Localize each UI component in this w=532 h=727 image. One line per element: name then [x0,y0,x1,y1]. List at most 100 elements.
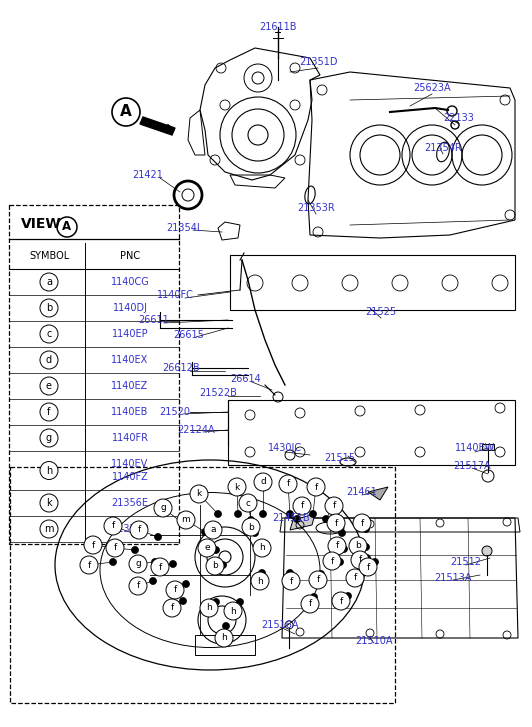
Circle shape [106,539,124,557]
Circle shape [182,580,189,587]
Circle shape [482,546,492,556]
Text: 21356E: 21356E [112,498,148,508]
Circle shape [353,514,371,532]
Text: c: c [46,329,52,339]
Text: 1140FC: 1140FC [156,290,194,300]
Text: h: h [259,544,265,553]
Text: m: m [181,515,190,524]
Circle shape [332,592,350,610]
Circle shape [252,529,259,537]
Circle shape [40,351,58,369]
Circle shape [294,515,301,523]
Text: f: f [301,502,304,510]
Circle shape [259,569,265,577]
Circle shape [279,475,297,493]
Circle shape [131,531,138,537]
Text: f: f [111,521,114,531]
Text: k: k [235,483,239,491]
Text: f: f [353,574,356,582]
Text: A: A [62,220,72,233]
Text: 21353R: 21353R [297,203,335,213]
Circle shape [262,545,269,553]
Text: 25623A: 25623A [413,83,451,93]
Text: f: f [87,561,90,569]
Circle shape [149,577,156,585]
Circle shape [40,520,58,538]
Circle shape [80,556,98,574]
Circle shape [235,510,242,518]
Circle shape [254,473,272,491]
Circle shape [287,510,294,518]
Text: f: f [92,540,95,550]
Circle shape [359,558,377,576]
Circle shape [181,521,188,529]
Circle shape [349,537,367,555]
Circle shape [151,558,169,576]
Text: d: d [260,478,266,486]
Text: 21522B: 21522B [199,388,237,398]
Circle shape [202,529,209,536]
Polygon shape [290,514,315,530]
Text: f: f [360,518,364,528]
Circle shape [40,325,58,343]
Text: 21421: 21421 [132,170,163,180]
Circle shape [310,510,317,518]
Circle shape [287,569,294,577]
Text: e: e [46,381,52,391]
Text: 1140CG: 1140CG [111,277,149,287]
Text: h: h [257,577,263,585]
Text: g: g [46,433,52,443]
Text: 26611: 26611 [139,315,169,325]
Text: 26615: 26615 [173,330,204,340]
Circle shape [247,516,254,523]
Circle shape [129,577,147,595]
Text: 22124A: 22124A [177,425,215,435]
Circle shape [325,497,343,515]
Circle shape [224,602,242,620]
Text: 21354R: 21354R [424,143,462,153]
Circle shape [154,499,172,517]
Circle shape [214,510,221,518]
Text: h: h [46,465,52,475]
Text: h: h [221,633,227,643]
Text: f: f [170,603,173,613]
Circle shape [346,569,364,587]
Text: 21451B: 21451B [272,513,310,523]
Circle shape [337,558,344,566]
Circle shape [40,429,58,447]
Circle shape [242,518,260,536]
Circle shape [253,539,271,557]
Text: b: b [212,561,218,571]
Text: f: f [335,518,338,528]
Circle shape [166,581,184,599]
Text: f: f [309,600,312,608]
Circle shape [198,539,216,557]
Circle shape [309,571,327,589]
Text: b: b [355,542,361,550]
Text: 21516A: 21516A [261,620,299,630]
Text: f: f [47,407,51,417]
Circle shape [273,392,283,402]
Text: 21525: 21525 [365,307,396,317]
Text: f: f [159,563,162,571]
Circle shape [327,514,345,532]
Circle shape [212,547,220,553]
Text: a: a [46,277,52,287]
Text: 1140DJ: 1140DJ [112,303,147,313]
Circle shape [359,569,365,577]
Text: f: f [286,480,289,489]
Text: 26614: 26614 [231,374,261,384]
Circle shape [293,497,311,515]
Circle shape [239,494,257,512]
Circle shape [362,544,370,550]
Text: 21510A: 21510A [355,636,393,646]
Circle shape [190,485,208,503]
Text: f: f [330,556,334,566]
Text: 21351D: 21351D [299,57,337,67]
Circle shape [130,521,148,539]
Circle shape [282,572,300,590]
Text: f: f [137,526,140,534]
Circle shape [110,558,117,566]
Circle shape [104,517,122,535]
Text: d: d [46,355,52,365]
